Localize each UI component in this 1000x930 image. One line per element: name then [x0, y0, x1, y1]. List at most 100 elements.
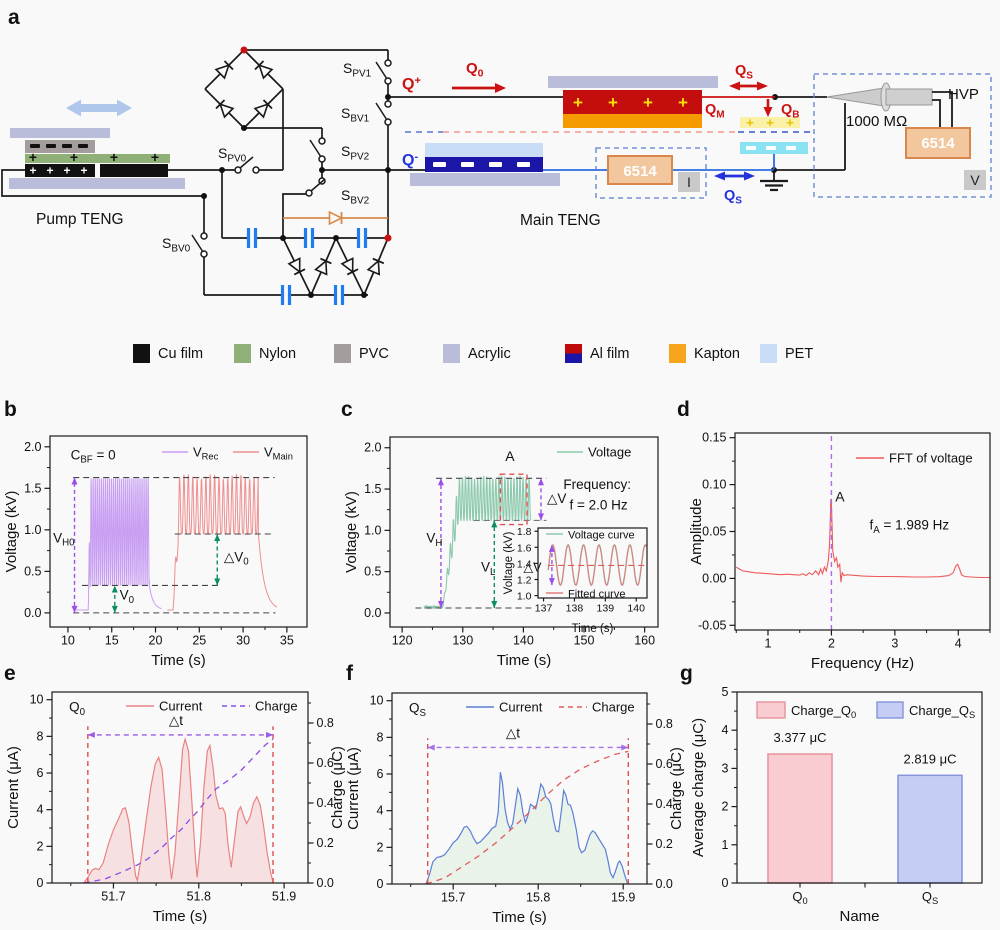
arrowhead-icon: [111, 585, 118, 593]
annotation-label: VL: [481, 560, 496, 578]
q0-arrow-icon: [452, 83, 506, 93]
y-axis-label: Current (μA): [345, 747, 362, 830]
legend-swatch: [756, 701, 786, 719]
qm-label: QM: [705, 102, 725, 121]
y-tick-label: 6: [377, 767, 384, 781]
x-tick-label: 2: [828, 637, 835, 651]
arrowhead-icon: [548, 544, 555, 552]
capacitor-icon: [334, 284, 344, 306]
annotation-label: A: [835, 488, 845, 504]
arrowhead-icon: [266, 731, 274, 738]
capacitor-icon: [357, 227, 367, 249]
y-tick-label: 3: [722, 761, 729, 775]
arrowhead-icon: [548, 578, 555, 586]
y-tick-label: 1.4: [517, 558, 532, 570]
plot-frame: [51, 691, 309, 884]
svg-text:+: +: [746, 115, 754, 130]
x-tick-label: 150: [574, 634, 595, 648]
annotation-label: fA = 1.989 Hz: [869, 518, 949, 536]
diode-icon: [257, 63, 274, 80]
y-tick-label: 1.6: [517, 542, 532, 554]
x-tick-label: 30: [236, 634, 250, 648]
panel-letter-e: e: [4, 662, 16, 685]
bridge-rectifier: [204, 49, 284, 129]
legend-label: Charge: [592, 700, 635, 715]
series-V_Main: [167, 474, 278, 611]
qs-bottom-arrow-icon: [714, 171, 755, 181]
y-tick-label: 0.0: [364, 606, 381, 620]
plot-frame: [391, 692, 648, 885]
meter-v-model: 6514: [921, 135, 955, 152]
legend-label: Voltage curve: [568, 530, 635, 542]
y-axis-label: Current (μA): [5, 746, 22, 829]
x-axis-label: Time (s): [153, 908, 207, 925]
series-Voltage: [423, 475, 532, 610]
y2-tick-label: 0.2: [656, 837, 673, 851]
panel-letter-f: f: [346, 662, 353, 685]
y-tick-label: 1.8: [517, 526, 532, 538]
diode-icon: [253, 102, 270, 119]
annotation-label: CBF = 0: [71, 447, 116, 465]
svg-text:+: +: [63, 164, 70, 178]
capacitor-icon: [247, 227, 257, 249]
arrowhead-icon: [437, 478, 444, 486]
arrowhead-icon: [71, 605, 78, 613]
chart-f: △t QS 15.7 15.8 15.9 0 2 4 6 8 10 0.0 0.2 0.4 0.6 0.8 Ti…: [345, 692, 685, 926]
q-minus-label: Q-: [402, 151, 418, 169]
x-tick-label: 137: [535, 603, 553, 615]
arrowhead-icon: [111, 605, 118, 613]
x-tick-label: 130: [452, 634, 473, 648]
x-tick-label: 10: [61, 634, 75, 648]
y-tick-label: 0.15: [702, 431, 726, 445]
x-tick-label: 15: [105, 634, 119, 648]
switch-sbv2: [305, 177, 326, 197]
x-tick-label: 120: [392, 634, 413, 648]
y-tick-label: 0: [722, 876, 729, 890]
x-tick-label: 51.8: [187, 890, 211, 904]
series-FFT of voltage: [736, 498, 990, 583]
junction-dots: [201, 94, 778, 298]
q-plus-label: Q+: [402, 75, 421, 93]
svg-text:+: +: [643, 93, 653, 112]
y-axis-label: Average charge (μC): [690, 718, 707, 857]
legend-label: Charge_QS: [909, 703, 975, 720]
x-tick-label: 4: [955, 637, 962, 651]
material-swatch: [334, 344, 351, 363]
x-tick-label: 138: [566, 603, 584, 615]
qs-top-label: QS: [735, 63, 753, 82]
legend-label: Voltage: [588, 445, 631, 460]
circuit-labels: Pump TENG Main TENG SPV1 SBV1 SPV2 SBV2 …: [36, 60, 800, 255]
chart-e: △t Q0 51.7 51.8 51.9 0 2 4 6 8 10 0.0 0.2 0.4 0.6 0.8 Ti…: [5, 691, 346, 925]
y-tick-label: 0.05: [702, 525, 726, 539]
y-tick-label: 10: [30, 693, 44, 707]
y-tick-label: 1: [722, 838, 729, 852]
hvp-probe-box: 6514 V HVP 1000 MΩ: [813, 73, 992, 198]
y-tick-label: 4: [37, 803, 44, 817]
svg-text:+: +: [70, 149, 78, 165]
x-axis-label: Time (s): [497, 652, 551, 669]
diode-icon: [218, 102, 235, 119]
y-tick-label: 1.0: [24, 523, 41, 537]
bar-3.377 μC: [767, 753, 833, 884]
material-legend-item: Nylon: [234, 344, 296, 363]
y-tick-label: 1.0: [517, 591, 532, 603]
x-tick-label: 25: [192, 634, 206, 648]
material-legend-item: Al film: [565, 344, 629, 363]
qs-bottom-label: QS: [724, 188, 742, 207]
x-axis-label: Time (s): [151, 652, 205, 669]
panel-letter-b: b: [4, 398, 17, 421]
legend-swatch: [876, 701, 904, 719]
legend-label: Current: [159, 699, 203, 714]
legend-label: VMain: [264, 445, 293, 462]
diode-icon: [287, 257, 301, 274]
annotation-label: A: [505, 448, 515, 464]
y-tick-label: 2.0: [24, 440, 41, 454]
chart-g: 3.377 μC Q0 2.819 μC QS 0 1 2 3 4 5 Name Average ch…: [690, 685, 983, 925]
svg-text:+: +: [110, 149, 118, 165]
bar-2.819 μC: [897, 774, 963, 884]
capacitor-icon: [281, 284, 291, 306]
svg-text:+: +: [678, 93, 688, 112]
y-tick-label: 0.5: [364, 565, 381, 579]
diode-icon: [366, 259, 381, 276]
